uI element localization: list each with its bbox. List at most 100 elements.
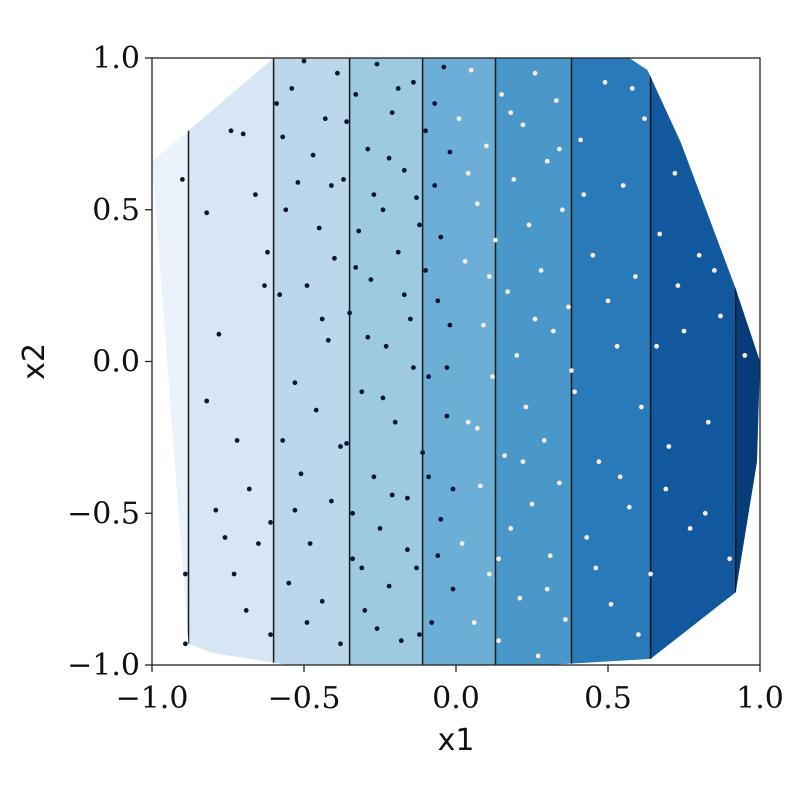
- scatter-point: [581, 192, 587, 198]
- scatter-point: [596, 459, 602, 465]
- scatter-point: [468, 67, 474, 73]
- scatter-point: [465, 419, 471, 425]
- scatter-point: [654, 343, 659, 349]
- scatter-point: [365, 146, 371, 152]
- scatter-point: [657, 231, 663, 237]
- scatter-point: [462, 258, 468, 264]
- scatter-point: [262, 283, 267, 288]
- scatter-point: [547, 553, 553, 559]
- scatter-point: [377, 526, 383, 531]
- scatter-point: [557, 480, 562, 486]
- scatter-point: [590, 252, 596, 258]
- scatter-point: [307, 541, 313, 546]
- scatter-point: [389, 110, 395, 115]
- y-tick-label: 0.0: [92, 345, 140, 380]
- scatter-point: [426, 374, 431, 380]
- x-axis-label: x1: [438, 723, 475, 758]
- scatter-point: [274, 101, 279, 106]
- scatter-point: [356, 228, 362, 234]
- scatter-point: [557, 146, 562, 152]
- scatter-point: [395, 249, 401, 255]
- scatter-point: [517, 595, 523, 601]
- scatter-point: [353, 92, 359, 97]
- contour-band: [735, 58, 760, 665]
- scatter-point: [544, 158, 550, 164]
- scatter-point: [240, 131, 246, 137]
- scatter-point: [292, 507, 298, 513]
- scatter-point: [520, 459, 526, 465]
- scatter-point: [490, 374, 495, 380]
- scatter-point: [459, 541, 465, 546]
- scatter-point: [496, 556, 501, 562]
- scatter-point: [298, 471, 304, 477]
- scatter-point: [243, 608, 249, 613]
- scatter-point: [450, 486, 456, 492]
- scatter-point: [411, 79, 416, 85]
- scatter-point: [438, 516, 444, 522]
- scatter-point: [414, 565, 419, 571]
- scatter-point: [602, 79, 608, 85]
- scatter-point: [639, 404, 644, 410]
- scatter-point: [648, 571, 653, 577]
- y-tick-label: 0.5: [92, 193, 140, 228]
- scatter-point: [386, 155, 392, 161]
- scatter-point: [313, 407, 319, 413]
- scatter-point: [572, 389, 577, 395]
- ticks-layer: −1.0 −0.5 0.0 0.5 1.0 −1.0 −0.5 0.0 0.5 1.0: [67, 41, 784, 716]
- scatter-points: [180, 58, 748, 659]
- scatter-point: [450, 586, 456, 592]
- scatter-point: [359, 389, 365, 395]
- scatter-point: [526, 222, 532, 228]
- scatter-point: [374, 61, 380, 67]
- scatter-point: [350, 556, 355, 562]
- scatter-point: [593, 565, 599, 571]
- scatter-point: [560, 207, 565, 213]
- x-tick-label: −0.5: [268, 681, 341, 716]
- scatter-point: [368, 277, 374, 282]
- scatter-point: [304, 283, 310, 288]
- scatter-point: [441, 64, 447, 70]
- scatter-point: [228, 128, 234, 134]
- scatter-point: [392, 419, 398, 425]
- scatter-point: [702, 510, 708, 516]
- scatter-point: [535, 653, 541, 659]
- scatter-point: [280, 438, 286, 443]
- scatter-point: [204, 210, 210, 216]
- scatter-point: [447, 149, 453, 155]
- scatter-point: [629, 86, 635, 91]
- scatter-point: [456, 116, 462, 122]
- scatter-point: [374, 626, 380, 631]
- scatter-point: [329, 498, 334, 504]
- scatter-point: [183, 571, 188, 577]
- scatter-point: [319, 598, 325, 604]
- scatter-point: [383, 343, 389, 349]
- scatter-point: [435, 553, 441, 559]
- scatter-point: [642, 116, 647, 122]
- scatter-point: [371, 192, 377, 198]
- scatter-point: [675, 283, 681, 288]
- x-tick-label: 0.5: [584, 681, 632, 716]
- scatter-point: [365, 334, 371, 340]
- scatter-point: [395, 86, 401, 91]
- scatter-point: [222, 535, 228, 540]
- scatter-point: [371, 474, 377, 480]
- scatter-point: [292, 380, 298, 386]
- scatter-point: [380, 207, 386, 213]
- scatter-point: [268, 520, 273, 525]
- scatter-point: [474, 201, 480, 207]
- contour-band: [495, 58, 573, 665]
- scatter-point: [687, 526, 693, 531]
- scatter-point: [569, 368, 574, 373]
- scatter-point: [432, 101, 438, 106]
- scatter-point: [508, 526, 514, 531]
- scatter-point: [444, 413, 450, 419]
- scatter-point: [304, 620, 310, 625]
- scatter-point: [417, 222, 422, 228]
- scatter-point: [301, 58, 307, 64]
- scatter-point: [696, 252, 702, 258]
- scatter-point: [435, 298, 441, 304]
- scatter-point: [563, 617, 568, 622]
- x-tick-label: 1.0: [736, 681, 784, 716]
- contour-band: [188, 58, 275, 665]
- scatter-point: [471, 620, 477, 625]
